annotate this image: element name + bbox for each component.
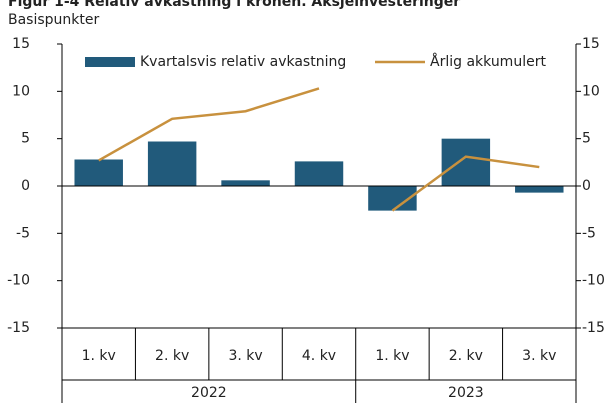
group-label: 2023 xyxy=(448,385,484,401)
y2-tick-label: 15 xyxy=(582,36,600,52)
y-tick-label: -5 xyxy=(16,225,30,241)
x-tick-label: 2. kv xyxy=(449,348,483,364)
x-tick-label: 1. kv xyxy=(82,348,116,364)
y-tick-label: 10 xyxy=(12,83,30,99)
bar xyxy=(515,186,564,193)
bar xyxy=(294,161,344,186)
y-tick-label: -10 xyxy=(7,273,30,289)
y-tick-label: 15 xyxy=(12,36,30,52)
group-label: 2022 xyxy=(191,385,227,401)
bar xyxy=(441,138,491,186)
y-tick-label: -15 xyxy=(7,320,30,336)
x-tick-label: 3. kv xyxy=(522,348,556,364)
chart-title: Figur 1-4 Relativ avkastning i kronen. A… xyxy=(8,0,460,10)
y2-tick-label: 5 xyxy=(582,131,591,147)
y-tick-label: 0 xyxy=(21,178,30,194)
y2-tick-label: 10 xyxy=(582,83,600,99)
x-tick-label: 4. kv xyxy=(302,348,336,364)
x-tick-label: 2. kv xyxy=(155,348,189,364)
x-tick-label: 1. kv xyxy=(375,348,409,364)
y2-tick-label: -15 xyxy=(582,320,605,336)
y2-tick-label: -5 xyxy=(582,225,596,241)
legend-label: Årlig akkumulert xyxy=(430,53,546,70)
line xyxy=(98,87,540,212)
y-tick-label: 5 xyxy=(21,131,30,147)
bar xyxy=(221,180,270,186)
y2-tick-label: 0 xyxy=(582,178,591,194)
chart-subtitle: Basispunkter xyxy=(8,12,100,28)
bar xyxy=(74,159,123,186)
y2-tick-label: -10 xyxy=(582,273,605,289)
bar xyxy=(147,141,197,186)
legend-swatch xyxy=(85,57,135,67)
x-tick-label: 3. kv xyxy=(228,348,262,364)
legend-label: Kvartalsvis relativ avkastning xyxy=(140,54,346,70)
